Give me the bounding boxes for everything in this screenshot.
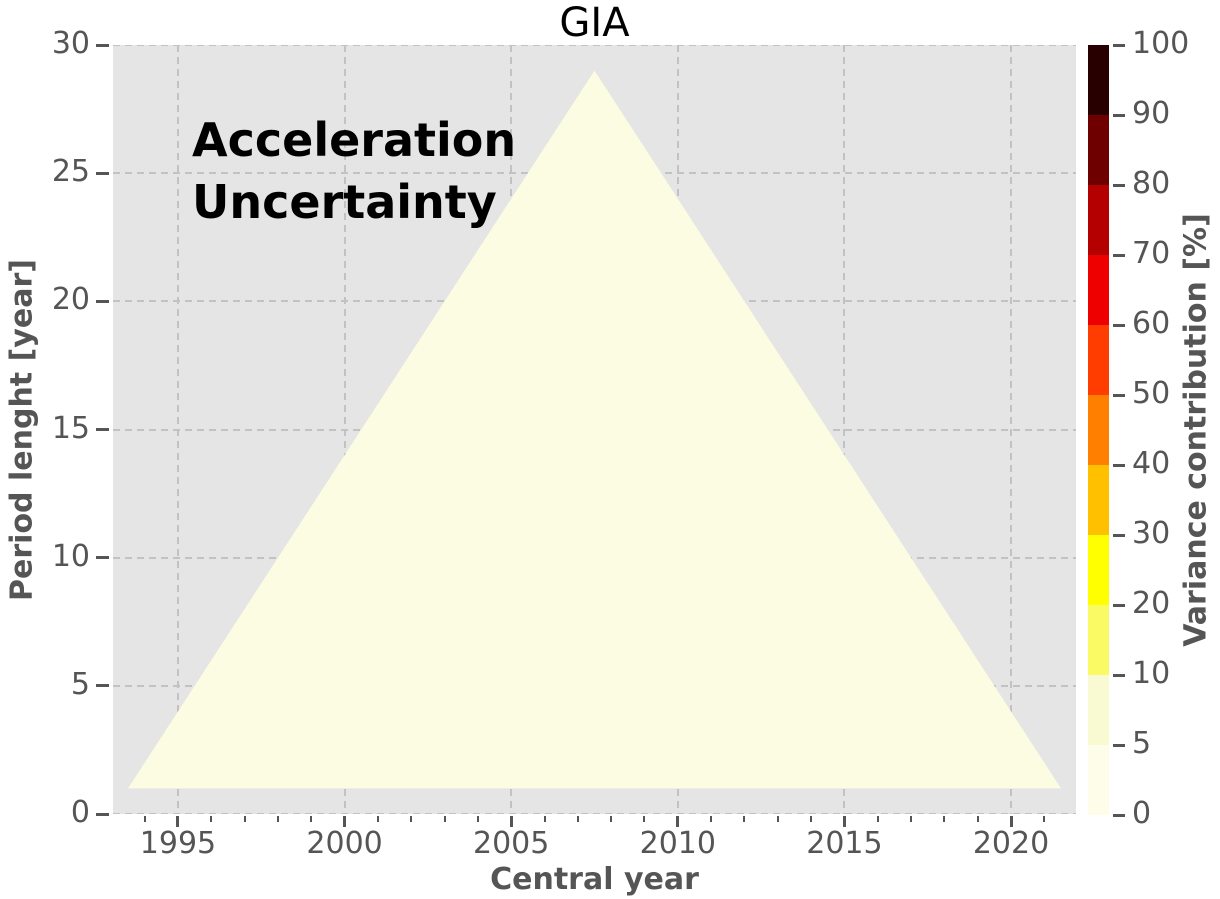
colorbar-tick-label-50: 50 (1132, 376, 1171, 411)
y-axis-label: Period lenght [year] (4, 259, 40, 601)
colorbar-tick-100 (1113, 43, 1125, 47)
y-tick-label-25: 25 (51, 154, 90, 190)
colorbar-tick-label-90: 90 (1132, 96, 1171, 131)
x-minor-tick-2014 (810, 816, 813, 822)
colorbar (1088, 45, 1109, 815)
x-major-tick-2020 (1009, 816, 1013, 827)
x-tick-label-2000: 2000 (306, 826, 383, 861)
colorbar-tick-80 (1113, 183, 1125, 187)
y-tick-label-5: 5 (70, 666, 90, 702)
x-minor-tick-1997 (243, 816, 246, 822)
x-minor-tick-1994 (143, 816, 146, 822)
y-tick-label-30: 30 (51, 26, 90, 61)
y-tick-label-10: 10 (51, 538, 90, 574)
chart-title: GIA (559, 0, 630, 46)
colorbar-segment-10-20 (1088, 605, 1109, 675)
x-minor-tick-2019 (976, 816, 979, 822)
y-tick-15 (96, 428, 109, 431)
x-tick-label-1995: 1995 (139, 826, 217, 861)
annotation-line-1: Acceleration (192, 113, 517, 167)
plot-area: Acceleration Uncertainty (113, 45, 1076, 814)
colorbar-tick-70 (1113, 253, 1125, 257)
colorbar-tick-label-100: 100 (1132, 26, 1190, 61)
colorbar-segment-0-5 (1088, 745, 1109, 815)
x-tick-label-2015: 2015 (806, 826, 883, 861)
colorbar-tick-50 (1113, 393, 1125, 397)
y-tick-0 (96, 812, 109, 816)
colorbar-tick-5 (1113, 743, 1125, 747)
x-major-tick-2015 (842, 816, 846, 827)
colorbar-tick-60 (1113, 323, 1125, 327)
colorbar-tick-label-80: 80 (1132, 166, 1171, 201)
y-tick-10 (96, 556, 109, 560)
x-minor-tick-2016 (876, 816, 879, 822)
x-minor-tick-1998 (276, 816, 279, 822)
y-tick-20 (96, 299, 109, 303)
colorbar-tick-10 (1113, 673, 1125, 677)
x-major-tick-2005 (509, 816, 513, 827)
colorbar-tick-label-30: 30 (1132, 516, 1171, 551)
colorbar-segment-50-60 (1088, 325, 1109, 395)
x-minor-tick-2008 (610, 816, 613, 822)
colorbar-tick-label-60: 60 (1132, 306, 1171, 341)
gridline-y-30 (113, 45, 1076, 46)
colorbar-tick-label-10: 10 (1132, 656, 1171, 691)
y-tick-25 (96, 171, 109, 175)
x-major-tick-2010 (676, 816, 680, 827)
x-minor-tick-1996 (210, 816, 213, 822)
colorbar-segment-20-30 (1088, 535, 1109, 605)
x-minor-tick-2011 (710, 816, 713, 822)
x-minor-tick-2002 (410, 816, 413, 822)
colorbar-segment-80-90 (1088, 115, 1109, 185)
colorbar-tick-90 (1113, 113, 1125, 117)
y-tick-label-20: 20 (51, 282, 90, 318)
x-major-tick-1995 (176, 816, 180, 827)
colorbar-tick-0 (1113, 813, 1125, 817)
annotation-text: Acceleration Uncertainty (192, 109, 516, 233)
x-minor-tick-2009 (643, 816, 646, 822)
x-minor-tick-2012 (743, 816, 746, 822)
y-tick-30 (96, 43, 109, 47)
colorbar-tick-20 (1113, 603, 1125, 607)
x-tick-label-2010: 2010 (639, 826, 716, 861)
y-tick-label-0: 0 (70, 795, 90, 830)
x-tick-label-2005: 2005 (473, 826, 550, 861)
x-minor-tick-2003 (443, 816, 446, 822)
x-minor-tick-2018 (943, 816, 946, 822)
gridline-y-0 (113, 813, 1076, 814)
x-axis-label: Central year (490, 862, 699, 897)
colorbar-tick-label-40: 40 (1132, 446, 1171, 481)
x-minor-tick-2021 (1043, 816, 1046, 822)
x-minor-tick-2006 (543, 816, 546, 822)
x-minor-tick-2004 (476, 816, 479, 822)
annotation-line-2: Uncertainty (192, 175, 497, 229)
x-minor-tick-1999 (310, 816, 313, 822)
colorbar-segment-90-100 (1088, 45, 1109, 115)
variance-triangle-region (128, 70, 1061, 789)
colorbar-tick-40 (1113, 463, 1125, 467)
x-minor-tick-2017 (910, 816, 913, 822)
colorbar-tick-label-5: 5 (1132, 726, 1152, 761)
colorbar-segment-30-40 (1088, 465, 1109, 535)
colorbar-segment-60-70 (1088, 255, 1109, 325)
x-minor-tick-2013 (776, 816, 779, 822)
colorbar-segment-5-10 (1088, 675, 1109, 745)
colorbar-axis-label: Variance contribution [%] (1178, 213, 1214, 647)
colorbar-segment-40-50 (1088, 395, 1109, 465)
colorbar-segment-70-80 (1088, 185, 1109, 255)
x-minor-tick-2001 (376, 816, 379, 822)
x-minor-tick-2007 (576, 816, 579, 822)
x-major-tick-2000 (343, 816, 347, 827)
contour-triangle-svg (128, 70, 1061, 789)
y-tick-5 (96, 684, 109, 688)
y-tick-label-15: 15 (51, 410, 90, 446)
colorbar-tick-label-20: 20 (1132, 586, 1171, 621)
x-tick-label-2020: 2020 (972, 826, 1050, 861)
colorbar-tick-label-70: 70 (1132, 236, 1171, 271)
colorbar-tick-label-0: 0 (1132, 796, 1152, 831)
colorbar-tick-30 (1113, 533, 1125, 537)
